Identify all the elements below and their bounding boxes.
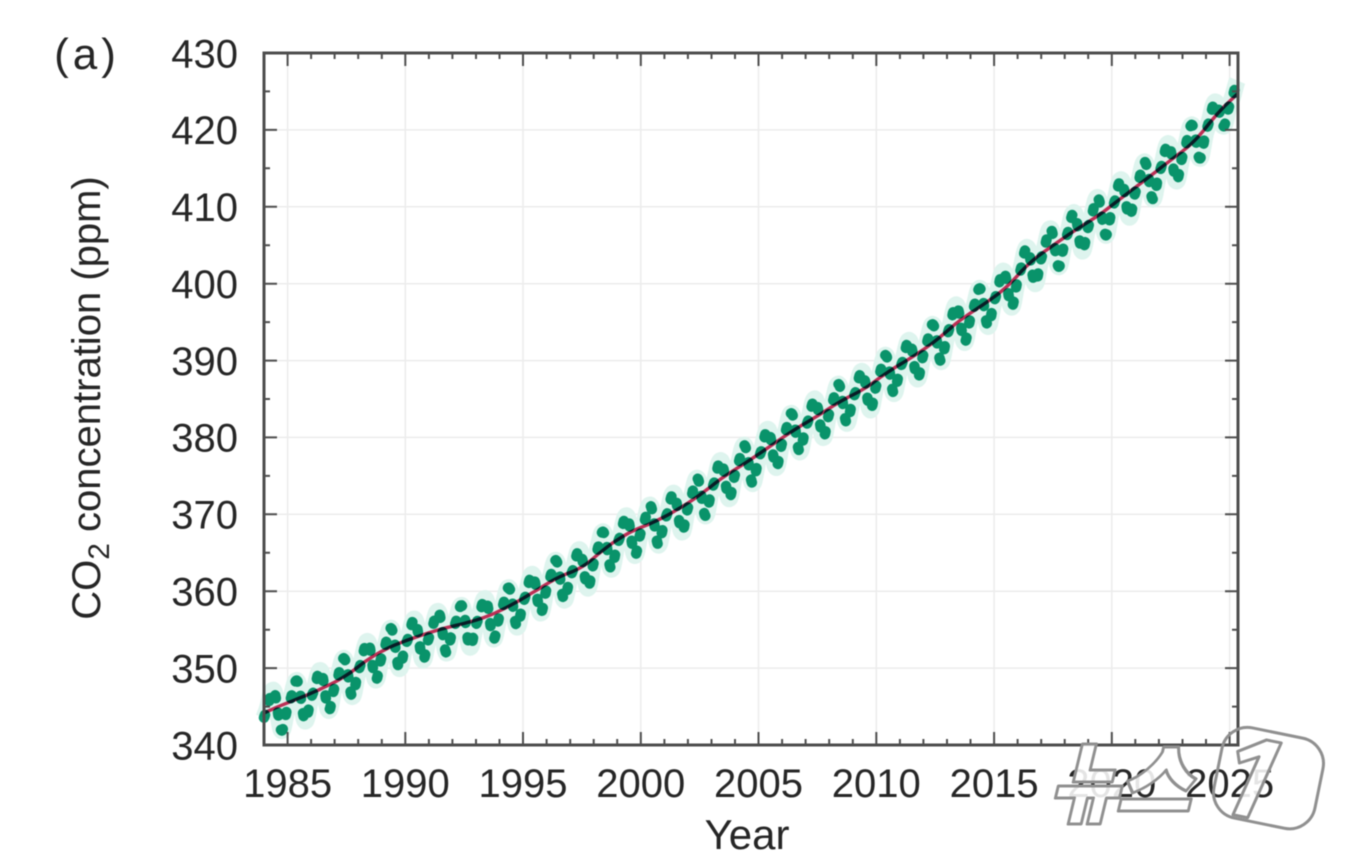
svg-text:370: 370	[171, 494, 238, 538]
svg-text:1995: 1995	[479, 762, 568, 806]
svg-text:390: 390	[171, 340, 238, 384]
svg-text:(a): (a)	[54, 30, 120, 79]
svg-text:2010: 2010	[832, 762, 921, 806]
svg-text:350: 350	[171, 647, 238, 691]
svg-text:2005: 2005	[714, 762, 803, 806]
svg-text:340: 340	[171, 724, 238, 768]
svg-text:360: 360	[171, 571, 238, 615]
svg-text:1985: 1985	[243, 762, 332, 806]
svg-text:2015: 2015	[950, 762, 1039, 806]
svg-text:1990: 1990	[361, 762, 450, 806]
svg-text:400: 400	[171, 263, 238, 307]
svg-text:380: 380	[171, 417, 238, 461]
svg-text:430: 430	[171, 32, 238, 76]
svg-text:Year: Year	[705, 811, 790, 850]
svg-text:410: 410	[171, 186, 238, 230]
svg-text:2000: 2000	[596, 762, 685, 806]
svg-text:420: 420	[171, 109, 238, 153]
